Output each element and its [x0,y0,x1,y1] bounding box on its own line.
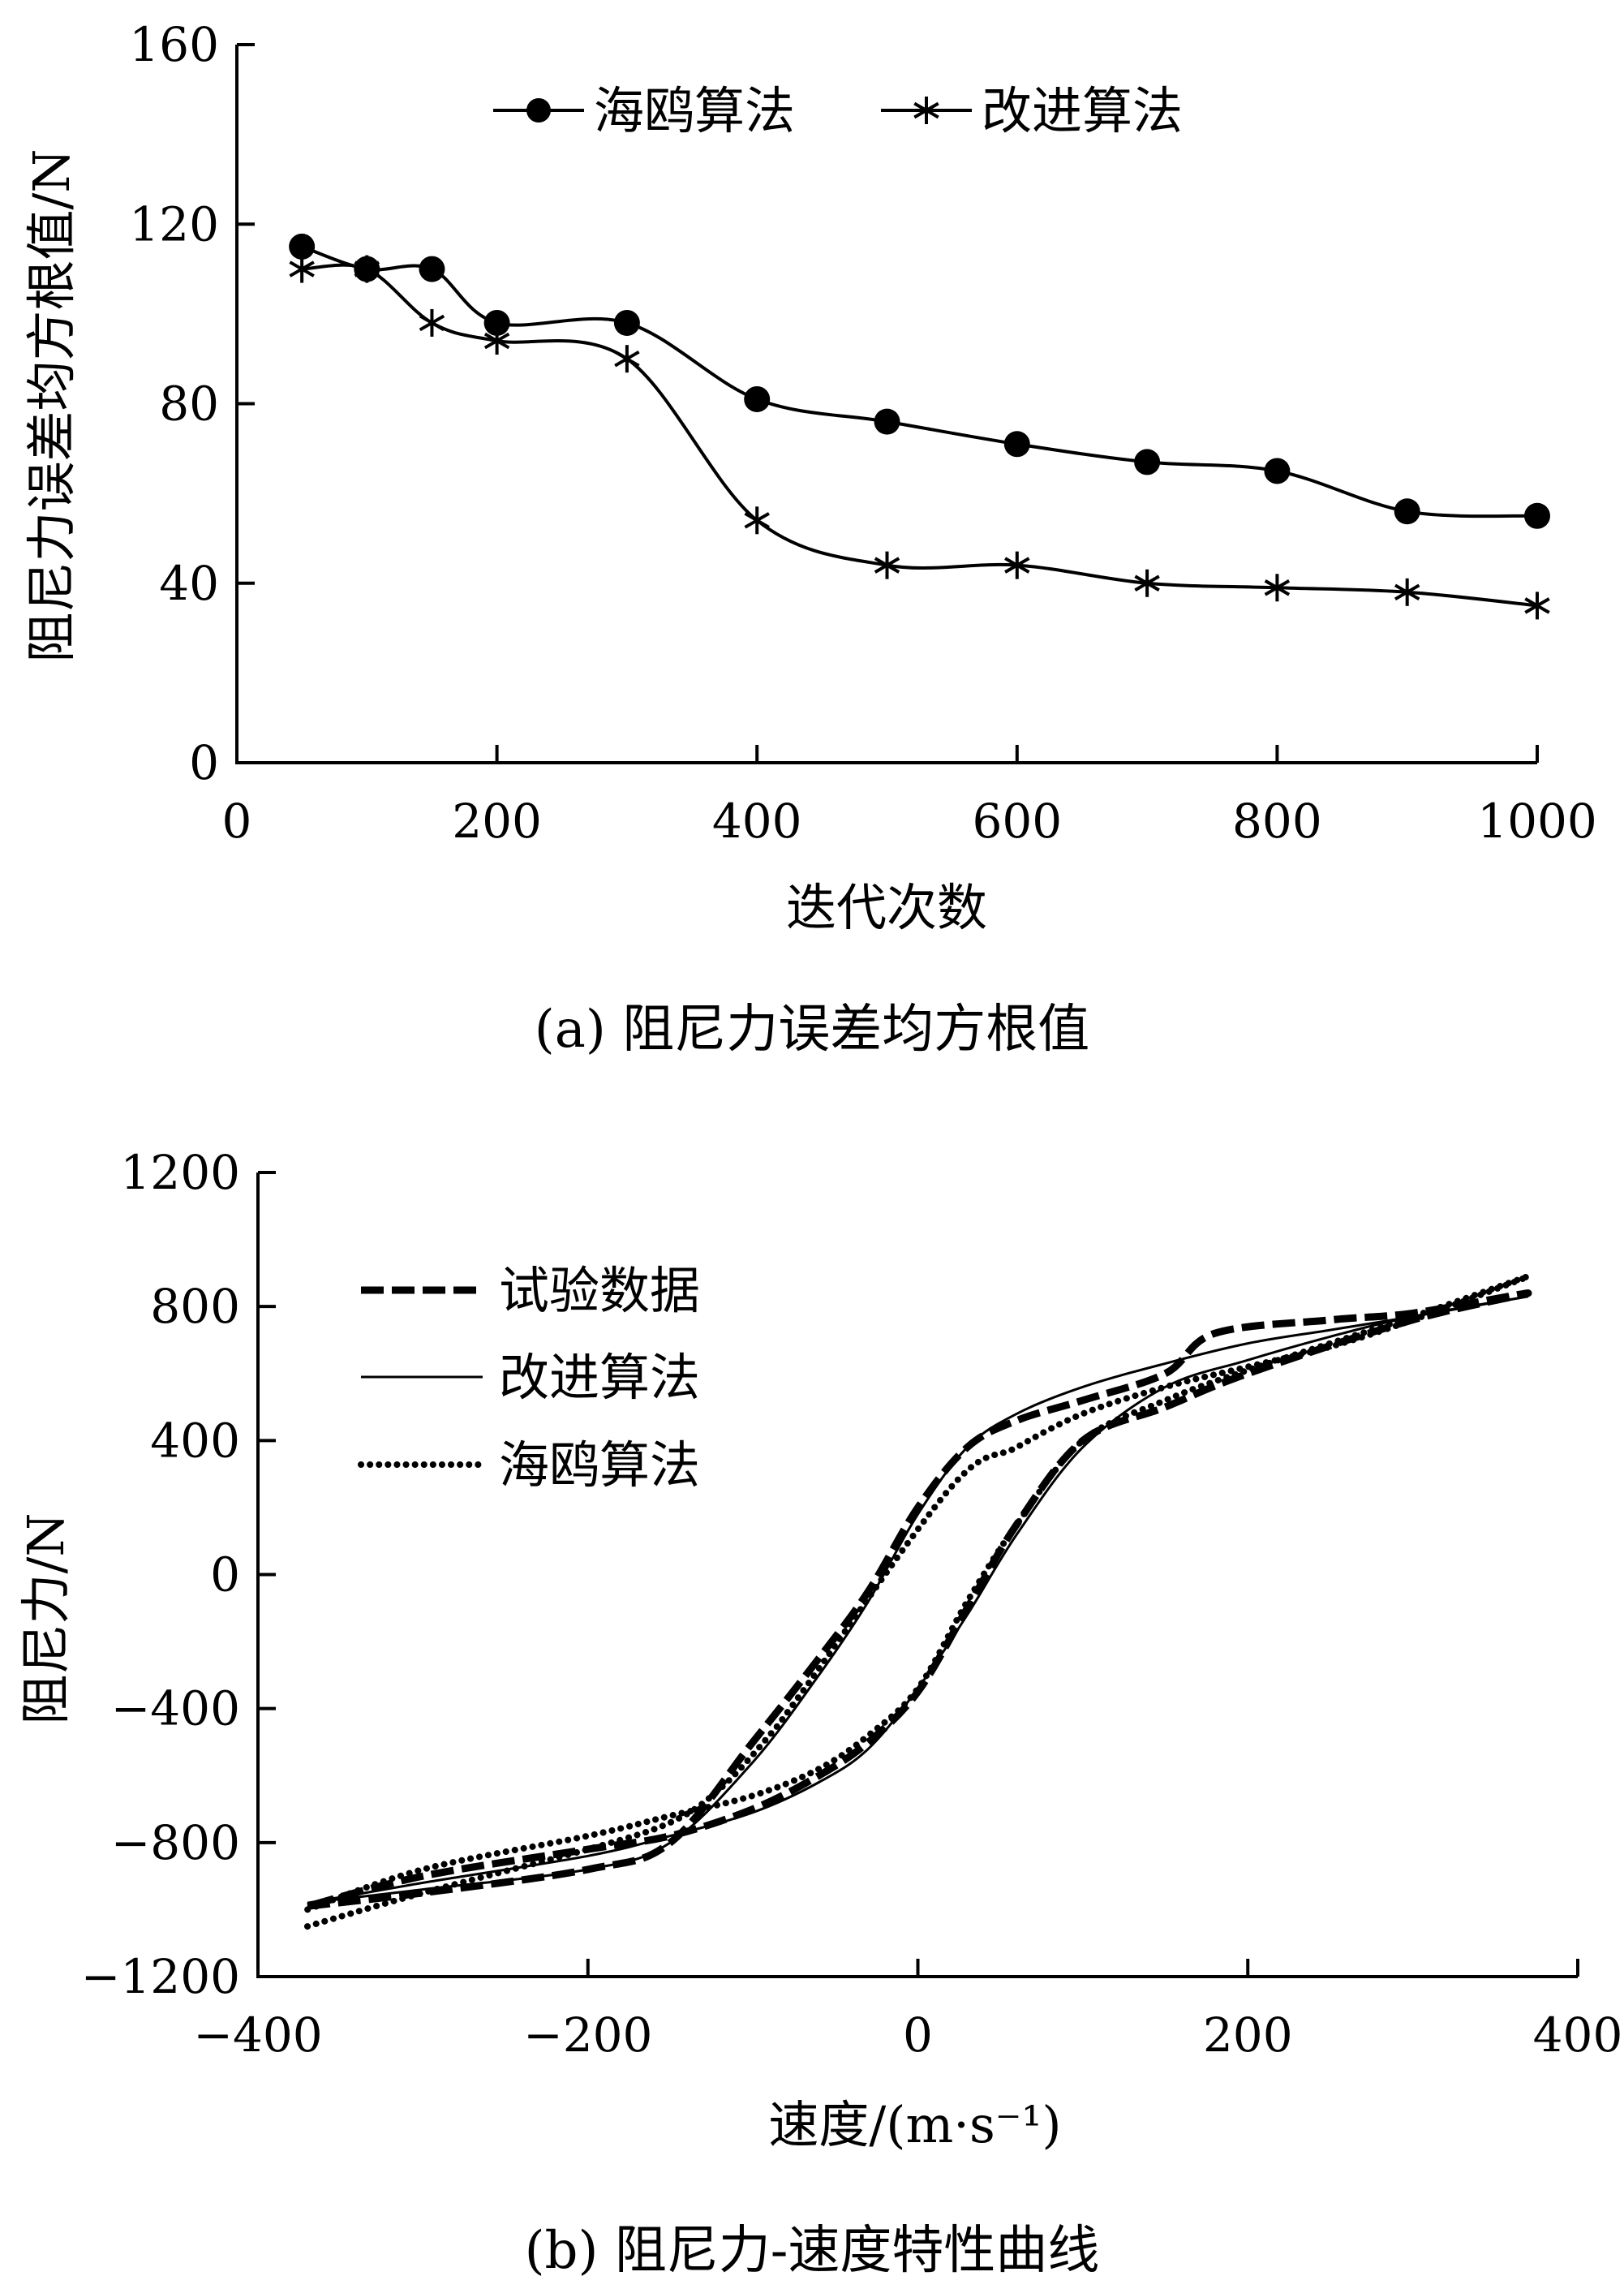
chart-b: −1200 −800 −400 0 400 800 1200 −400 −200 0 200 400… [16,1145,1622,2281]
chart-a-series [289,233,1550,620]
series-seagull [289,233,1550,529]
x-tick-label: −400 [193,2007,322,2063]
y-tick-label: 800 [150,1279,240,1334]
series-improved-b [307,1295,1529,1904]
data-point [419,308,445,337]
x-tick-label: 800 [1232,794,1322,849]
data-point [1524,502,1550,529]
y-tick-label: 120 [129,196,219,252]
data-point [419,256,445,282]
data-point [1003,431,1030,458]
chart-b-y-title: 阻尼力/N [16,1512,75,1724]
chart-a-x-ticks: 0 200 400 600 800 1000 [222,745,1597,849]
data-point [1524,592,1550,620]
data-point [1134,449,1161,475]
chart-b-x-title: 速度/(m·s⁻¹) [768,2095,1061,2154]
x-tick-label: 1000 [1477,794,1597,849]
chart-a-caption: (a) 阻尼力误差均方根值 [535,1000,1089,1060]
x-tick-label: 200 [452,794,542,849]
legend-marker-improved [913,97,939,124]
data-point [1394,578,1420,606]
y-tick-label: 400 [150,1413,240,1468]
x-tick-label: 400 [712,794,802,849]
data-point [614,345,640,373]
y-tick-label: 40 [159,556,219,611]
series-improved [289,255,1550,620]
x-tick-label: 600 [972,794,1062,849]
legend-marker-seagull [526,98,551,123]
legend-star [913,97,939,124]
data-point [1264,574,1291,602]
y-tick-label: −800 [111,1815,240,1870]
chart-b-series [304,1272,1532,1930]
legend-label-improved: 改进算法 [982,81,1183,140]
y-tick-label: 1200 [120,1145,240,1200]
y-tick-label: 160 [129,17,219,72]
data-point [289,233,316,260]
chart-a-y-ticks: 0 40 80 120 160 [129,17,255,790]
data-point [1004,551,1030,579]
data-point [1394,498,1420,525]
data-point [483,309,510,336]
chart-a-legend: 海鸥算法 改进算法 [493,81,1183,140]
chart-a-axes [235,45,1537,764]
y-tick-label: −400 [111,1681,240,1736]
y-tick-label: −1200 [81,1949,240,2004]
series-line [301,245,1538,518]
legend-label-seagull-b: 海鸥算法 [499,1435,700,1495]
x-tick-label: 0 [903,2007,933,2063]
data-point [744,385,771,412]
data-point [874,408,900,435]
data-point [1264,458,1291,484]
data-point [483,327,510,355]
chart-b-legend: 试验数据 改进算法 海鸥算法 [358,1261,700,1495]
x-tick-label: 200 [1203,2007,1293,2063]
x-tick-label: 0 [222,794,252,849]
x-tick-label: 400 [1533,2007,1623,2063]
data-point [289,255,315,283]
y-tick-label: 0 [210,1547,240,1603]
y-tick-label: 0 [189,735,219,790]
legend-label-test: 试验数据 [499,1261,700,1320]
chart-b-x-ticks: −400 −200 0 200 400 [193,1959,1622,2063]
series-test-data [306,1289,1532,1910]
chart-a-x-title: 迭代次数 [786,878,987,937]
data-point [613,309,640,336]
legend-label-seagull: 海鸥算法 [594,81,795,140]
x-tick-label: −200 [523,2007,652,2063]
data-point [874,551,900,579]
data-point [354,255,380,283]
y-tick-label: 80 [159,376,219,432]
chart-b-y-ticks: −1200 −800 −400 0 400 800 1200 [81,1145,276,2004]
data-point [744,506,770,535]
chart-b-caption: (b) 阻尼力-速度特性曲线 [525,2221,1100,2281]
chart-a-y-title: 阻尼力误差均方根值/N [22,148,81,662]
legend-label-improved-b: 改进算法 [499,1348,700,1407]
series-seagull-b [304,1272,1532,1930]
data-point [1134,569,1160,597]
